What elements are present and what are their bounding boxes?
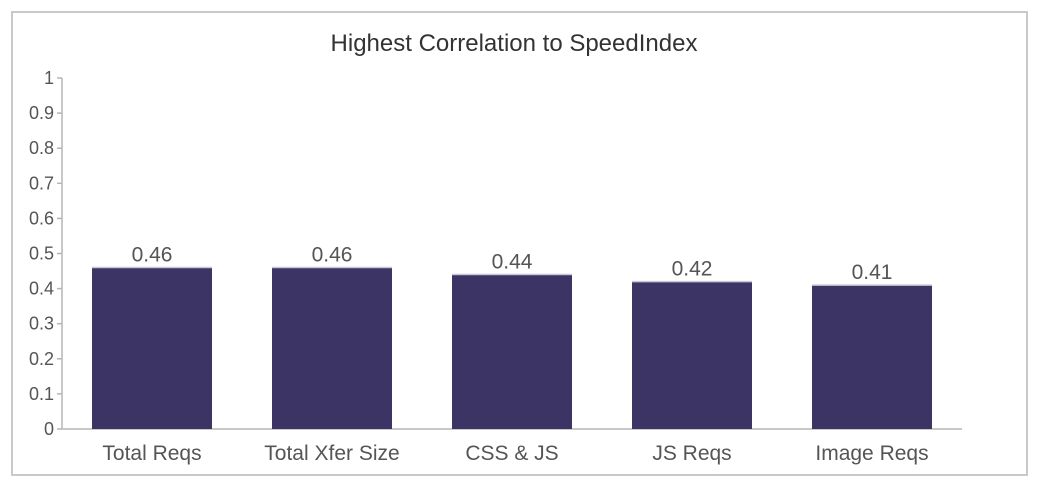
data-label: 0.42 [672,258,713,281]
y-tick-label: 0.9 [29,103,54,123]
x-tick-label: Image Reqs [815,442,928,465]
y-tick-label: 0.8 [29,138,54,158]
bar [632,281,752,429]
x-axis: Total Reqs Total Xfer Size CSS & JS JS Reqs… [62,428,962,465]
data-label: 0.46 [312,244,353,267]
y-tick-label: 0.3 [29,314,54,334]
y-tick-label: 0 [44,419,54,439]
bar [272,267,392,429]
chart-title: Highest Correlation to SpeedIndex [331,30,698,57]
y-tick-label: 1 [44,68,54,88]
y-tick-label: 0.5 [29,244,54,264]
bar [92,267,212,429]
bar [812,285,932,429]
y-tick-label: 0.1 [29,384,54,404]
data-labels: 0.46 0.46 0.44 0.42 0.41 [132,244,893,285]
data-label: 0.46 [132,244,173,267]
y-tick-label: 0.2 [29,349,54,369]
x-tick-label: Total Xfer Size [264,442,399,465]
x-tick-label: Total Reqs [102,442,201,465]
x-tick-label: CSS & JS [465,442,558,465]
y-tick-label: 0.6 [29,208,54,228]
y-axis: 0 0.1 0.2 0.3 0.4 0.5 0.6 0.7 0.8 0.9 1 [29,68,63,439]
data-label: 0.41 [852,261,893,284]
bar [452,274,572,429]
bars [92,266,932,429]
data-label: 0.44 [492,251,533,274]
y-tick-label: 0.4 [29,279,54,299]
y-tick-label: 0.7 [29,173,54,193]
x-tick-label: JS Reqs [652,442,731,465]
